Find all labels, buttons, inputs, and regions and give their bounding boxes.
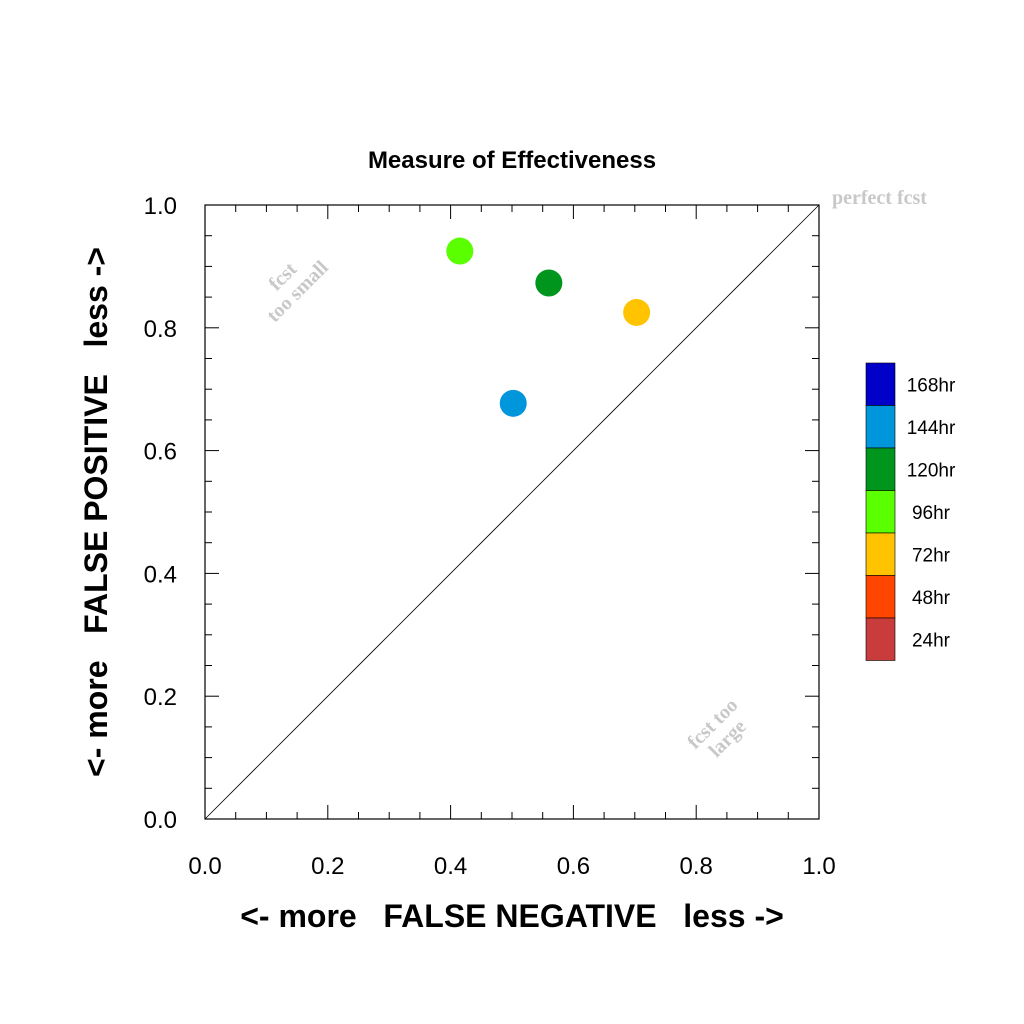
legend-label-120hr: 120hr bbox=[907, 460, 956, 481]
annotation-too-small: fcst too small bbox=[263, 256, 333, 326]
x-tick-labels: 0.0 0.2 0.4 0.6 0.8 1.0 bbox=[188, 853, 835, 880]
y-tick-label: 0.8 bbox=[144, 316, 177, 343]
x-tick-label: 0.8 bbox=[680, 853, 713, 880]
legend-label-96hr: 96hr bbox=[912, 503, 951, 524]
minor-ticks bbox=[205, 205, 819, 819]
x-tick-label: 0.4 bbox=[434, 853, 467, 880]
chart-title: Measure of Effectiveness bbox=[368, 147, 656, 174]
point-72hr bbox=[623, 298, 651, 326]
major-ticks bbox=[204, 204, 820, 820]
x-tick-label: 0.0 bbox=[188, 853, 221, 880]
legend-label-144hr: 144hr bbox=[907, 418, 956, 439]
annotation-perfect-forecast: perfect fcst bbox=[832, 187, 927, 209]
legend: 168hr 144hr 120hr 96hr 72hr 48hr 24hr bbox=[865, 362, 956, 661]
point-120hr bbox=[535, 269, 563, 297]
legend-label-72hr: 72hr bbox=[912, 545, 951, 566]
y-tick-label: 0.6 bbox=[144, 439, 177, 466]
point-96hr bbox=[446, 237, 474, 265]
plot-area bbox=[204, 204, 820, 820]
y-axis-label: <- more FALSE POSITIVE less -> bbox=[78, 247, 114, 777]
x-tick-label: 0.6 bbox=[557, 853, 590, 880]
annotation-too-large: fcst too large bbox=[683, 694, 751, 762]
y-tick-label: 1.0 bbox=[144, 193, 177, 220]
data-points bbox=[446, 237, 651, 417]
x-tick-label: 0.2 bbox=[311, 853, 344, 880]
y-tick-labels: 0.0 0.2 0.4 0.6 0.8 1.0 bbox=[144, 193, 177, 834]
point-144hr bbox=[499, 389, 527, 417]
legend-label-168hr: 168hr bbox=[907, 375, 956, 396]
legend-swatch-24hr bbox=[865, 617, 896, 661]
y-tick-label: 0.0 bbox=[144, 807, 177, 834]
legend-swatch-72hr bbox=[865, 532, 896, 576]
y-tick-label: 0.4 bbox=[144, 561, 177, 588]
x-tick-label: 1.0 bbox=[802, 853, 835, 880]
legend-swatch-120hr bbox=[865, 447, 896, 491]
legend-label-48hr: 48hr bbox=[912, 588, 951, 609]
perfect-forecast-diagonal bbox=[204, 204, 820, 820]
x-axis-label: <- more FALSE NEGATIVE less -> bbox=[240, 898, 784, 934]
y-tick-label: 0.2 bbox=[144, 684, 177, 711]
legend-swatch-144hr bbox=[865, 405, 896, 449]
legend-label-24hr: 24hr bbox=[912, 630, 951, 651]
legend-swatch-96hr bbox=[865, 490, 896, 534]
legend-swatch-168hr bbox=[865, 362, 896, 406]
legend-swatch-48hr bbox=[865, 575, 896, 619]
annotation-too-small-line2: too small bbox=[263, 256, 333, 326]
